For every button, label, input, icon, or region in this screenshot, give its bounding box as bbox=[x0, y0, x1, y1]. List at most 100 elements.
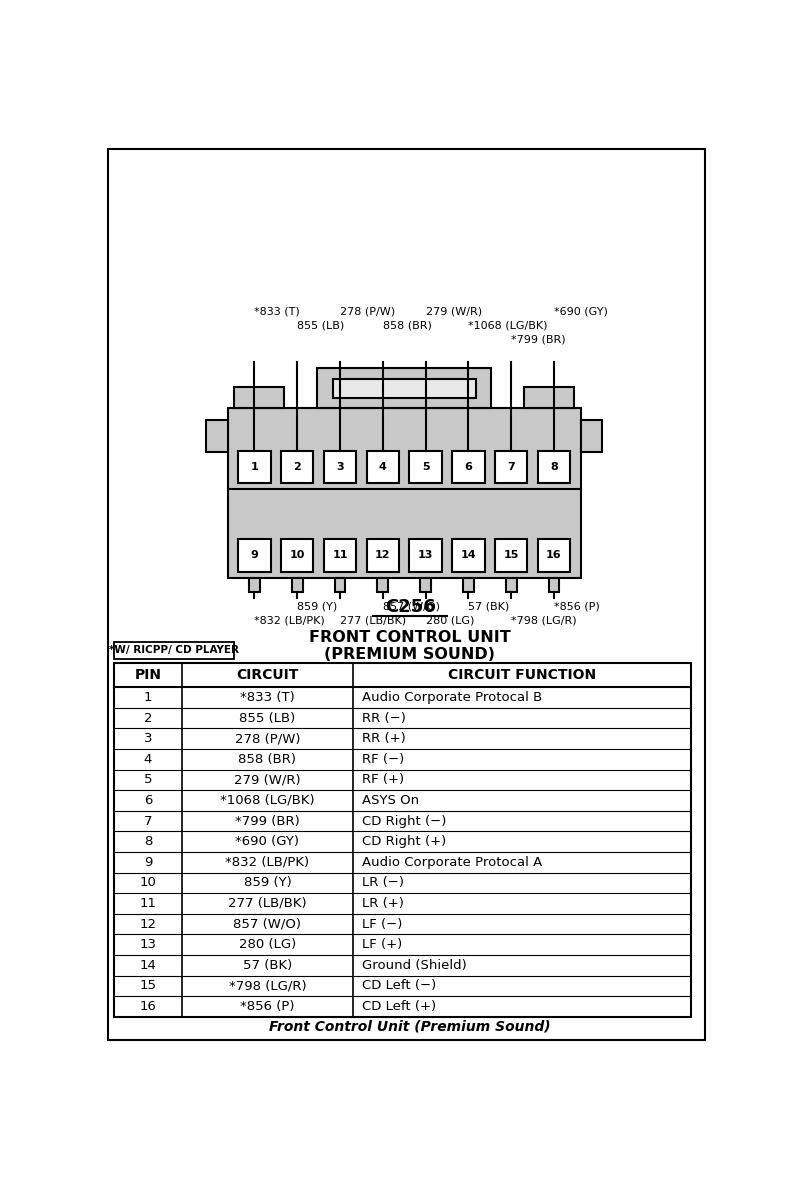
Text: 10: 10 bbox=[290, 551, 305, 560]
Text: CD Right (−): CD Right (−) bbox=[362, 814, 446, 827]
Text: 858 (BR): 858 (BR) bbox=[238, 753, 296, 766]
Text: 6: 6 bbox=[465, 461, 472, 472]
Text: 15: 15 bbox=[503, 551, 519, 560]
Text: 280 (LG): 280 (LG) bbox=[238, 938, 296, 951]
Bar bbox=[410, 539, 442, 572]
Text: Ground (Shield): Ground (Shield) bbox=[362, 959, 466, 972]
Text: 11: 11 bbox=[139, 897, 157, 910]
Bar bbox=[324, 539, 356, 572]
Text: 855 (LB): 855 (LB) bbox=[297, 320, 345, 331]
Text: *1068 (LG/BK): *1068 (LG/BK) bbox=[220, 794, 314, 807]
Text: 10: 10 bbox=[140, 877, 157, 890]
Text: Audio Corporate Protocal A: Audio Corporate Protocal A bbox=[362, 856, 542, 869]
Text: 2: 2 bbox=[144, 712, 152, 725]
Bar bbox=[317, 368, 491, 408]
Text: (PREMIUM SOUND): (PREMIUM SOUND) bbox=[325, 647, 495, 663]
Text: 5: 5 bbox=[422, 461, 430, 472]
Bar bbox=[238, 451, 270, 483]
Bar bbox=[420, 578, 431, 592]
Text: *799 (BR): *799 (BR) bbox=[511, 334, 566, 345]
Bar bbox=[366, 451, 399, 483]
Text: 1: 1 bbox=[144, 691, 152, 704]
Text: *833 (T): *833 (T) bbox=[254, 307, 300, 317]
Bar bbox=[506, 578, 517, 592]
Bar bbox=[249, 578, 260, 592]
Text: 280 (LG): 280 (LG) bbox=[426, 616, 474, 625]
Bar bbox=[206, 420, 228, 452]
Bar bbox=[538, 451, 570, 483]
Text: CD Right (+): CD Right (+) bbox=[362, 836, 446, 849]
Bar bbox=[463, 578, 474, 592]
Bar bbox=[333, 379, 476, 398]
Text: *856 (P): *856 (P) bbox=[554, 601, 600, 612]
Bar bbox=[581, 420, 602, 452]
Text: 858 (BR): 858 (BR) bbox=[382, 320, 432, 331]
Bar bbox=[495, 539, 527, 572]
Text: 3: 3 bbox=[336, 461, 344, 472]
Text: 8: 8 bbox=[550, 461, 558, 472]
Text: 9: 9 bbox=[144, 856, 152, 869]
Bar bbox=[324, 451, 356, 483]
Bar bbox=[452, 539, 485, 572]
Text: 279 (W/R): 279 (W/R) bbox=[426, 307, 482, 317]
Bar bbox=[366, 539, 399, 572]
Text: 12: 12 bbox=[375, 551, 390, 560]
Text: CIRCUIT: CIRCUIT bbox=[236, 667, 298, 681]
Bar bbox=[334, 578, 346, 592]
Text: *690 (GY): *690 (GY) bbox=[554, 307, 608, 317]
Text: 14: 14 bbox=[461, 551, 476, 560]
Text: *856 (P): *856 (P) bbox=[240, 1000, 294, 1013]
Text: CD Left (+): CD Left (+) bbox=[362, 1000, 436, 1013]
Text: 11: 11 bbox=[332, 551, 348, 560]
Text: 1: 1 bbox=[250, 461, 258, 472]
Bar bbox=[234, 387, 285, 408]
Text: LF (+): LF (+) bbox=[362, 938, 402, 951]
Text: RR (+): RR (+) bbox=[362, 732, 406, 745]
Text: 57 (BK): 57 (BK) bbox=[242, 959, 292, 972]
Text: 9: 9 bbox=[250, 551, 258, 560]
Text: PIN: PIN bbox=[134, 667, 162, 681]
Text: 278 (P/W): 278 (P/W) bbox=[234, 732, 300, 745]
Text: 3: 3 bbox=[144, 732, 152, 745]
Text: 14: 14 bbox=[140, 959, 157, 972]
Text: 13: 13 bbox=[139, 938, 157, 951]
Text: 4: 4 bbox=[379, 461, 386, 472]
Text: Audio Corporate Protocal B: Audio Corporate Protocal B bbox=[362, 691, 542, 704]
Text: 16: 16 bbox=[546, 551, 562, 560]
Text: 2: 2 bbox=[294, 461, 301, 472]
Text: *W/ RICPP/ CD PLAYER: *W/ RICPP/ CD PLAYER bbox=[109, 645, 239, 656]
Text: *832 (LB/PK): *832 (LB/PK) bbox=[254, 616, 325, 625]
Bar bbox=[452, 451, 485, 483]
Text: RF (+): RF (+) bbox=[362, 773, 404, 786]
Text: 12: 12 bbox=[139, 918, 157, 931]
Text: *832 (LB/PK): *832 (LB/PK) bbox=[226, 856, 310, 869]
Bar bbox=[281, 451, 314, 483]
Text: LF (−): LF (−) bbox=[362, 918, 402, 931]
Bar bbox=[292, 578, 302, 592]
Bar bbox=[495, 451, 527, 483]
Bar bbox=[238, 539, 270, 572]
Text: 8: 8 bbox=[144, 836, 152, 849]
Bar bbox=[228, 408, 581, 578]
Text: 278 (P/W): 278 (P/W) bbox=[340, 307, 395, 317]
Text: ASYS On: ASYS On bbox=[362, 794, 419, 807]
Bar bbox=[114, 663, 690, 1017]
Text: 7: 7 bbox=[507, 461, 515, 472]
Bar bbox=[410, 451, 442, 483]
Bar bbox=[524, 387, 574, 408]
Text: RR (−): RR (−) bbox=[362, 712, 406, 725]
Text: 857 (W/O): 857 (W/O) bbox=[234, 918, 302, 931]
Text: 857 (W/O): 857 (W/O) bbox=[382, 601, 440, 612]
Text: 279 (W/R): 279 (W/R) bbox=[234, 773, 301, 786]
Text: *833 (T): *833 (T) bbox=[240, 691, 294, 704]
Text: LR (−): LR (−) bbox=[362, 877, 404, 890]
Bar bbox=[281, 539, 314, 572]
Text: Front Control Unit (Premium Sound): Front Control Unit (Premium Sound) bbox=[269, 1019, 551, 1033]
Text: 859 (Y): 859 (Y) bbox=[243, 877, 291, 890]
Text: 7: 7 bbox=[144, 814, 152, 827]
Text: 277 (LB/BK): 277 (LB/BK) bbox=[340, 616, 406, 625]
Text: 6: 6 bbox=[144, 794, 152, 807]
Text: *798 (LG/R): *798 (LG/R) bbox=[511, 616, 577, 625]
Text: *799 (BR): *799 (BR) bbox=[235, 814, 300, 827]
Text: *798 (LG/R): *798 (LG/R) bbox=[229, 979, 306, 992]
